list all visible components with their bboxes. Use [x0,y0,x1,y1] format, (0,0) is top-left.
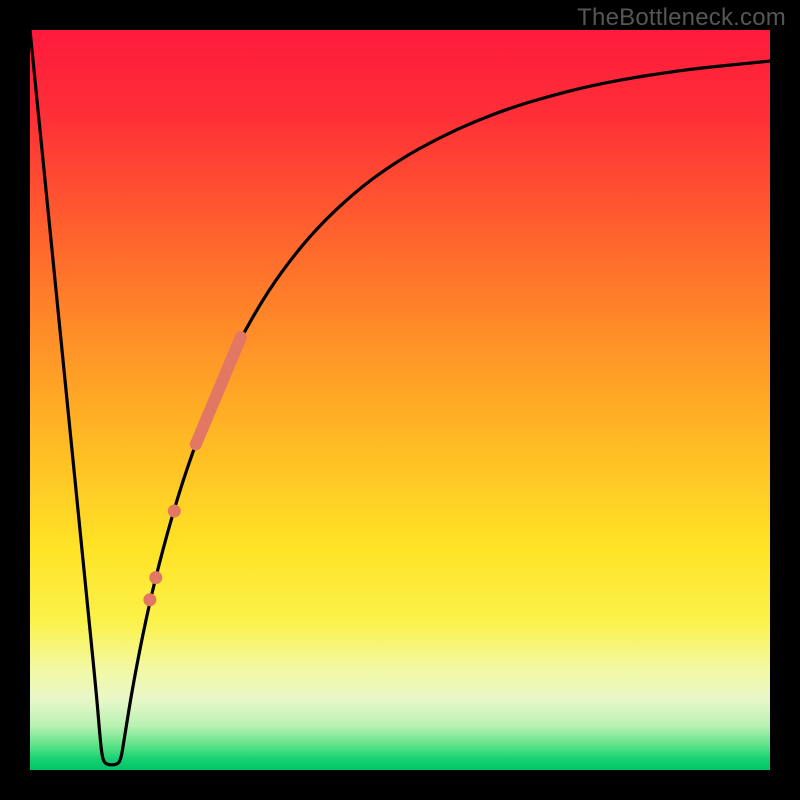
bottleneck-curve-chart [0,0,800,800]
gradient-background [30,30,770,770]
highlight-dot [149,571,162,584]
highlight-dot [143,593,156,606]
watermark-label: TheBottleneck.com [577,4,786,32]
highlight-dot [168,505,181,518]
chart-frame: TheBottleneck.com [0,0,800,800]
